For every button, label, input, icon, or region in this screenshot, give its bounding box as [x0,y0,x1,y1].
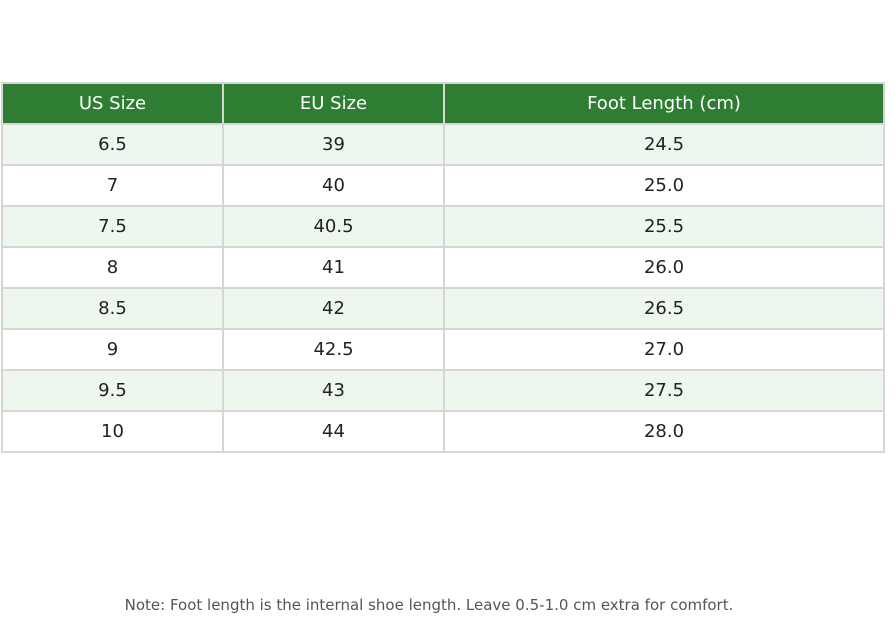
table-cell: 8 [1,246,224,289]
table-row: 6.5 39 24.5 [1,123,885,166]
table-cell: 9.5 [1,369,224,412]
table-row: 8 41 26.0 [1,246,885,289]
table-row: 9 42.5 27.0 [1,328,885,371]
table-cell: 24.5 [443,123,885,166]
table-cell: 26.5 [443,287,885,330]
header-cell: EU Size [222,82,445,125]
table-cell: 40 [222,164,445,207]
table-cell: 9 [1,328,224,371]
table-cell: 27.0 [443,328,885,371]
table-cell: 26.0 [443,246,885,289]
header-row: US Size EU Size Foot Length (cm) [1,82,885,125]
table-row: 7.5 40.5 25.5 [1,205,885,248]
table-cell: 28.0 [443,410,885,453]
table-body: 6.5 39 24.5 7 40 25.0 7.5 40.5 25.5 8 41 26.0 8.5 42 2… [1,123,885,453]
table-cell: 42.5 [222,328,445,371]
table-cell: 10 [1,410,224,453]
header-cell: Foot Length (cm) [443,82,885,125]
table-cell: 40.5 [222,205,445,248]
table-cell: 8.5 [1,287,224,330]
table-row: 10 44 28.0 [1,410,885,453]
table-cell: 7 [1,164,224,207]
header-cell: US Size [1,82,224,125]
table-row: 9.5 43 27.5 [1,369,885,412]
table-cell: 25.5 [443,205,885,248]
footnote: Note: Foot length is the internal shoe l… [124,596,734,614]
table-row: 8.5 42 26.5 [1,287,885,330]
table-cell: 44 [222,410,445,453]
table-row: 7 40 25.0 [1,164,885,207]
table-cell: 41 [222,246,445,289]
table-cell: 25.0 [443,164,885,207]
table-cell: 27.5 [443,369,885,412]
size-table: US Size EU Size Foot Length (cm) 6.5 39 24.5… [1,82,885,453]
table-cell: 7.5 [1,205,224,248]
table-cell: 42 [222,287,445,330]
table-cell: 39 [222,123,445,166]
table-cell: 6.5 [1,123,224,166]
table-cell: 43 [222,369,445,412]
